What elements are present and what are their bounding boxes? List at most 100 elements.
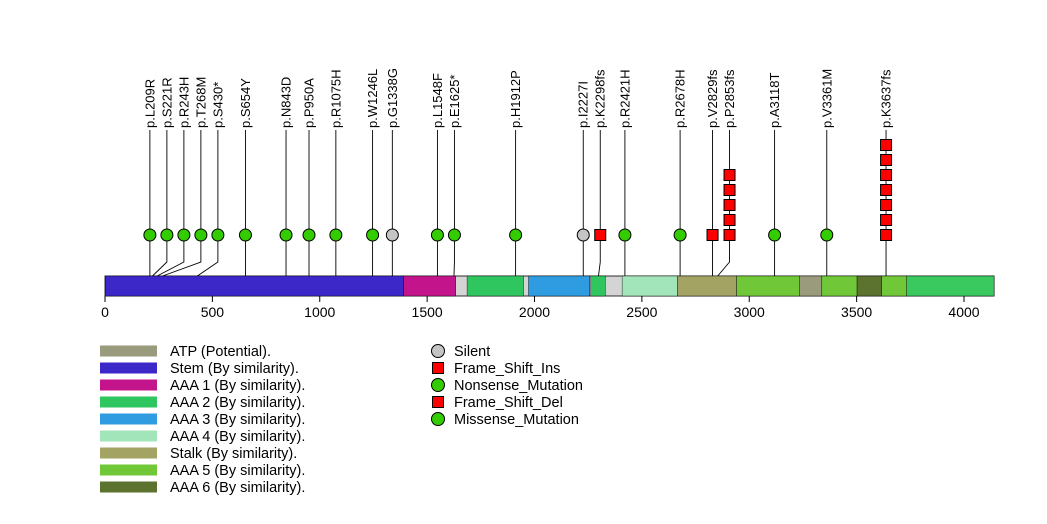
legend-domain-label: AAA 2 (By similarity).	[170, 395, 305, 411]
mutation-label: p.L209R	[142, 79, 157, 128]
mutation-marker	[279, 228, 293, 242]
legend-mutation-symbol	[432, 362, 444, 374]
mutation-label: p.N843D	[279, 77, 294, 128]
legend-mutation-label: Frame_Shift_Ins	[454, 361, 560, 377]
mutation-marker	[618, 228, 632, 242]
mutation-marker	[723, 169, 736, 181]
mutation-marker	[880, 184, 893, 196]
mutation-marker	[820, 228, 834, 242]
legend-domain-label: AAA 3 (By similarity).	[170, 412, 305, 428]
legend-domain-swatch	[100, 464, 157, 476]
mutation-label: p.P2853fs	[722, 69, 737, 128]
domain-segment	[466, 275, 524, 297]
axis-tick-label: 1000	[304, 304, 335, 320]
mutation-marker	[880, 229, 893, 241]
domain-segment	[799, 275, 823, 297]
mutation-connector	[717, 235, 730, 277]
mutation-connector	[197, 235, 219, 277]
mutation-marker	[723, 199, 736, 211]
axis-tick-label: 2500	[626, 304, 657, 320]
mutation-marker	[880, 139, 893, 151]
domain-segment	[906, 275, 995, 297]
mutation-label: p.R1075H	[328, 69, 343, 128]
legend-domain-swatch	[100, 447, 157, 459]
mutation-marker	[880, 214, 893, 226]
mutation-marker	[177, 228, 191, 242]
legend-mutation-symbol	[431, 344, 445, 358]
mutation-marker	[706, 229, 719, 241]
mutation-marker	[509, 228, 523, 242]
mutation-label: p.P950A	[302, 78, 317, 128]
mutation-label: p.L1548F	[430, 73, 445, 128]
mutation-label: p.A3118T	[767, 73, 782, 128]
legend-domain-swatch	[100, 396, 157, 408]
mutation-label: p.R2421H	[617, 69, 632, 128]
domain-segment	[856, 275, 882, 297]
mutation-marker	[430, 228, 444, 242]
mutation-marker	[385, 228, 399, 242]
legend-domain-swatch	[100, 481, 157, 493]
axis-tick-label: 3000	[734, 304, 765, 320]
axis-tick-label: 4000	[948, 304, 979, 320]
mutation-label: p.H1912P	[508, 70, 523, 128]
mutation-marker	[238, 228, 252, 242]
legend-domain-swatch	[100, 413, 157, 425]
mutation-label: p.V3361M	[819, 69, 834, 128]
legend-domain-label: ATP (Potential).	[170, 344, 271, 360]
legend-mutation-label: Nonsense_Mutation	[454, 378, 583, 394]
mutation-label: p.T268M	[193, 77, 208, 128]
axis-tick-label: 0	[101, 304, 109, 320]
domain-segment	[736, 275, 800, 297]
mutation-marker	[723, 214, 736, 226]
mutation-label: p.V2829fs	[705, 69, 720, 128]
mutation-marker	[594, 229, 607, 241]
mutation-label: p.K3637fs	[879, 69, 894, 128]
domain-segment	[677, 275, 737, 297]
legend-domain-swatch	[100, 430, 157, 442]
axis-tick-label: 2000	[519, 304, 550, 320]
legend-domain-label: Stalk (By similarity).	[170, 446, 297, 462]
mutation-marker	[194, 228, 208, 242]
legend-mutation-label: Missense_Mutation	[454, 412, 579, 428]
legend-mutation-label: Frame_Shift_Del	[454, 395, 563, 411]
domain-segment	[403, 275, 456, 297]
domain-segment	[621, 275, 678, 297]
mutation-marker	[768, 228, 782, 242]
mutation-marker	[880, 169, 893, 181]
legend-domain-label: AAA 6 (By similarity).	[170, 480, 305, 496]
domain-segment	[105, 275, 404, 297]
legend-domain-swatch	[100, 379, 157, 391]
mutation-marker	[211, 228, 225, 242]
mutation-marker	[880, 154, 893, 166]
legend-domain-label: Stem (By similarity).	[170, 361, 299, 377]
mutation-label: p.W1246L	[365, 69, 380, 128]
mutation-marker	[723, 229, 736, 241]
mutation-connector	[598, 235, 601, 277]
mutation-marker	[447, 228, 461, 242]
domain-segment	[590, 275, 606, 297]
mutation-marker	[576, 228, 590, 242]
mutation-marker	[880, 199, 893, 211]
mutation-marker	[366, 228, 380, 242]
mutation-marker	[143, 228, 157, 242]
legend-mutation-symbol	[431, 378, 445, 392]
mutation-connector	[156, 235, 185, 277]
legend-mutation-label: Silent	[454, 344, 490, 360]
axis-tick-label: 1500	[412, 304, 443, 320]
axis-tick-label: 500	[201, 304, 225, 320]
domain-segment	[528, 275, 590, 297]
mutation-label: p.I2227I	[576, 81, 591, 128]
mutation-label: p.S430*	[210, 82, 225, 128]
mutation-marker	[329, 228, 343, 242]
mutation-label: p.S221R	[159, 77, 174, 128]
mutation-label: p.R2678H	[673, 69, 688, 128]
legend-domain-label: AAA 4 (By similarity).	[170, 429, 305, 445]
mutation-connector	[162, 235, 202, 277]
legend-domain-swatch	[100, 345, 157, 357]
mutation-label: p.R243H	[176, 77, 191, 128]
mutation-label: p.E1625*	[447, 75, 462, 129]
legend-mutation-symbol	[431, 412, 445, 426]
legend-domain-swatch	[100, 362, 157, 374]
